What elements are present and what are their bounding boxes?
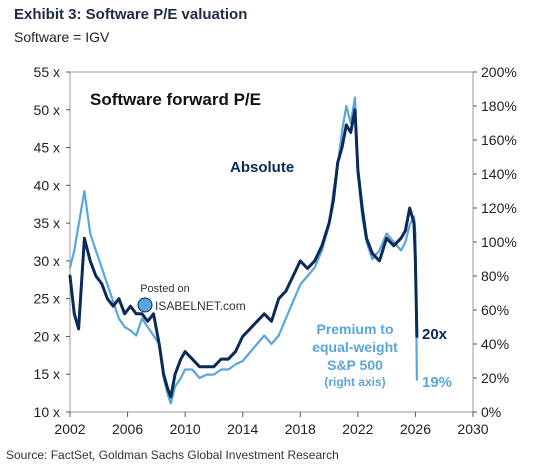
x-tick-label: 2030 (457, 421, 488, 437)
absolute-series-line (68, 108, 419, 399)
premium-label-line3: S&P 500 (327, 357, 383, 373)
premium-label-line1: Premium to (316, 321, 393, 337)
x-tick-label: 2006 (112, 421, 143, 437)
pe-chart: Software forward P/E Absolute Premium to… (34, 64, 517, 437)
y-right-tick-label: 80% (481, 268, 509, 284)
y-right-tick-label: 60% (481, 302, 509, 318)
x-tick-label: 2018 (285, 421, 316, 437)
y-left-tick-label: 30 x (34, 253, 60, 269)
x-tick-label: 2010 (170, 421, 201, 437)
watermark-globe-icon (137, 297, 153, 313)
end-label-absolute: 20x (422, 326, 448, 343)
y-left-tick-label: 15 x (34, 366, 60, 382)
y-left-tick-label: 25 x (34, 291, 60, 307)
y-right-tick-label: 160% (481, 132, 517, 148)
premium-axis-note: (right axis) (324, 375, 385, 389)
premium-label-line2: equal-weight (312, 339, 398, 355)
y-left-tick-label: 20 x (34, 328, 60, 344)
absolute-label: Absolute (230, 159, 294, 176)
chart-title: Software forward P/E (90, 90, 261, 109)
y-right-tick-label: 40% (481, 336, 509, 352)
lines-layer (68, 96, 419, 405)
y-right-tick-label: 140% (481, 166, 517, 182)
y-right-tick-label: 100% (481, 234, 517, 250)
watermark-line1: Posted on (140, 283, 190, 295)
watermark-line2: ISABELNET.com (155, 299, 246, 313)
x-tick-label: 2026 (400, 421, 431, 437)
exhibit-subtitle: Software = IGV (14, 29, 110, 45)
exhibit-title: Exhibit 3: Software P/E valuation (14, 6, 248, 23)
y-left-tick-label: 50 x (34, 102, 60, 118)
x-tick-label: 2022 (342, 421, 373, 437)
x-tick-label: 2014 (227, 421, 258, 437)
isabelnet-watermark: Posted on ISABELNET.com (137, 283, 246, 313)
source-note: Source: FactSet, Goldman Sachs Global In… (6, 448, 339, 462)
y-right-tick-label: 200% (481, 64, 517, 80)
y-left-tick-label: 35 x (34, 215, 60, 231)
y-left-tick-label: 10 x (34, 404, 60, 420)
y-left-tick-label: 55 x (34, 64, 60, 80)
y-left-tick-label: 45 x (34, 140, 60, 156)
y-right-tick-label: 0% (481, 404, 501, 420)
y-right-tick-label: 20% (481, 370, 509, 386)
end-label-premium: 19% (422, 374, 452, 391)
y-left-tick-label: 40 x (34, 177, 60, 193)
y-right-tick-label: 120% (481, 200, 517, 216)
y-right-tick-label: 180% (481, 98, 517, 114)
x-tick-label: 2002 (54, 421, 85, 437)
plot-frame (69, 71, 474, 413)
axes-layer: 2002 2006 2010 2014 2018 2022 2026 2030 10 x 15 x… (34, 64, 517, 437)
